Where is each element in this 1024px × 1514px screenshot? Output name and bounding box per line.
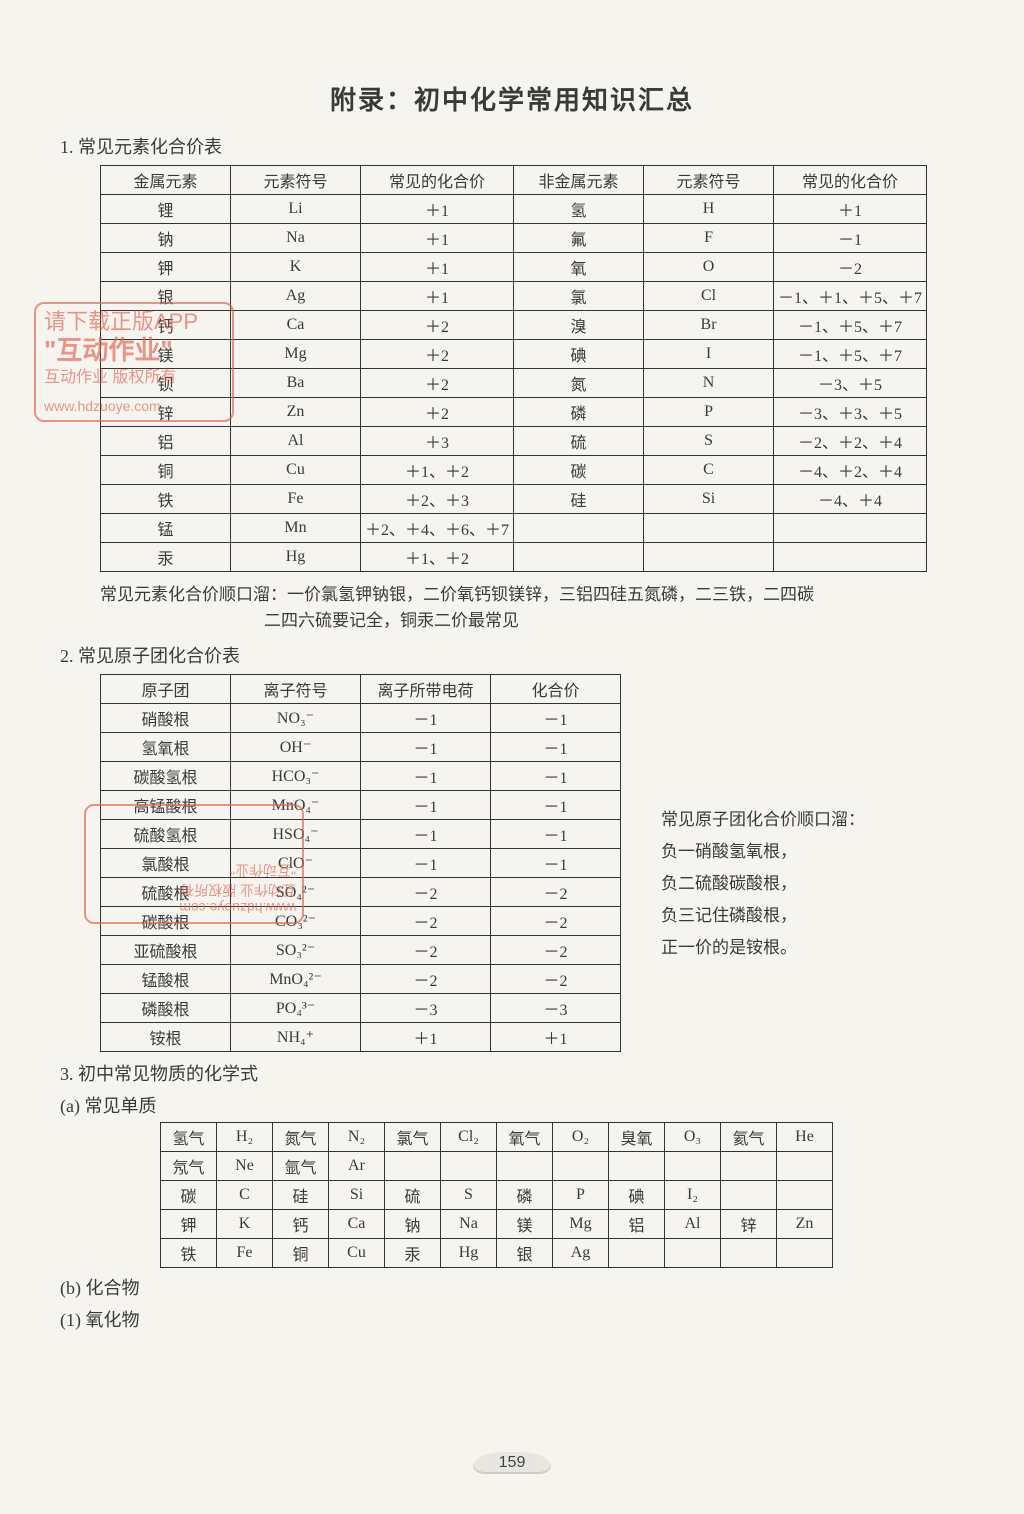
mnemonic-line: 负二硫酸碳酸根， [661, 868, 865, 900]
table-row: 氢气H₂氮气N₂氯气Cl₂氧气O₂臭氧O₃氦气He [161, 1123, 833, 1152]
th: 离子所带电荷 [361, 675, 491, 704]
stamp-line: 互动作业 版权所有 [92, 880, 296, 900]
stamp-line: www.hdzuoye.com [92, 900, 296, 916]
page-number: 159 [473, 1452, 552, 1474]
mnemonic-line: 常见原子团化合价顺口溜： [661, 804, 865, 836]
th: 非金属元素 [514, 166, 644, 195]
stamp-line: www.hdzuoye.com [44, 392, 224, 420]
page: 附录：初中化学常用知识汇总 1. 常见元素化合价表 金属元素 元素符号 常见的化… [0, 0, 1024, 1514]
table-row: 硝酸根NO₃⁻－1－1 [101, 704, 621, 733]
page-number-wrap: 159 [0, 1452, 1024, 1474]
table-row: 锂Li＋1氢H＋1 [101, 195, 927, 224]
table-row: 铁Fe铜Cu汞Hg银Ag [161, 1239, 833, 1268]
table-row: 锰Mn＋2、＋4、＋6、＋7 [101, 514, 927, 543]
section3b-heading: (b) 化合物 [60, 1274, 964, 1300]
stamp-line: 请下载正版APP [44, 308, 224, 336]
mnemonic-line: 二四六硫要记全，铜汞二价最常见 [264, 608, 964, 634]
watermark-stamp-flipped: www.hdzuoye.com 互动作业 版权所有 "互动作业" [84, 804, 304, 924]
table-row: 钾K＋1氧O－2 [101, 253, 927, 282]
page-title: 附录：初中化学常用知识汇总 [60, 80, 964, 117]
th: 元素符号 [644, 166, 774, 195]
table-row: 锰酸根MnO₄²⁻－2－2 [101, 965, 621, 994]
table-row: 汞Hg＋1、＋2 [101, 543, 927, 572]
table-row: 氖气Ne氩气Ar [161, 1152, 833, 1181]
table-row: 铝Al＋3硫S－2、＋2、＋4 [101, 427, 927, 456]
side-mnemonic: 常见原子团化合价顺口溜： 负一硝酸氢氧根， 负二硫酸碳酸根， 负三记住磷酸根， … [661, 804, 865, 964]
table-header-row: 原子团 离子符号 离子所带电荷 化合价 [101, 675, 621, 704]
table-row: 铁Fe＋2、＋3硅Si－4、＋4 [101, 485, 927, 514]
table-row: 氢氧根OH⁻－1－1 [101, 733, 621, 762]
watermark-stamp: 请下载正版APP "互动作业" 互动作业 版权所有 www.hdzuoye.co… [34, 302, 234, 422]
th: 金属元素 [101, 166, 231, 195]
table-row: 磷酸根PO₄³⁻－3－3 [101, 994, 621, 1023]
element-formula-table: 氢气H₂氮气N₂氯气Cl₂氧气O₂臭氧O₃氦气He 氖气Ne氩气Ar 碳C硅Si… [160, 1122, 833, 1268]
section1-heading: 1. 常见元素化合价表 [60, 133, 964, 159]
mnemonic-line: 正一价的是铵根。 [661, 932, 865, 964]
section2-heading: 2. 常见原子团化合价表 [60, 642, 964, 668]
th: 化合价 [491, 675, 621, 704]
table-row: 铜Cu＋1、＋2碳C－4、＋2、＋4 [101, 456, 927, 485]
th: 离子符号 [231, 675, 361, 704]
mnemonic-line: 常见元素化合价顺口溜：一价氯氢钾钠银，二价氧钙钡镁锌，三铝四硅五氮磷，二三铁，二… [100, 582, 964, 608]
table-row: 钠Na＋1氟F－1 [101, 224, 927, 253]
th: 常见的化合价 [774, 166, 927, 195]
th: 原子团 [101, 675, 231, 704]
stamp-line: 互动作业 版权所有 [44, 364, 224, 392]
th: 常见的化合价 [361, 166, 514, 195]
stamp-line: "互动作业" [44, 336, 224, 364]
section3b1-heading: (1) 氧化物 [60, 1306, 964, 1332]
table-row: 铵根NH₄⁺＋1＋1 [101, 1023, 621, 1052]
table-row: 碳C硅Si硫S磷P碘I₂ [161, 1181, 833, 1210]
table-row: 钾K钙Ca钠Na镁Mg铝Al锌Zn [161, 1210, 833, 1239]
table-row: 碳酸氢根HCO₃⁻－1－1 [101, 762, 621, 791]
table-row: 亚硫酸根SO₃²⁻－2－2 [101, 936, 621, 965]
table-header-row: 金属元素 元素符号 常见的化合价 非金属元素 元素符号 常见的化合价 [101, 166, 927, 195]
th: 元素符号 [231, 166, 361, 195]
mnemonic-1: 常见元素化合价顺口溜：一价氯氢钾钠银，二价氧钙钡镁锌，三铝四硅五氮磷，二三铁，二… [100, 582, 964, 634]
section3-heading: 3. 初中常见物质的化学式 [60, 1060, 964, 1086]
mnemonic-line: 负三记住磷酸根， [661, 900, 865, 932]
stamp-line: "互动作业" [92, 860, 296, 880]
mnemonic-line: 负一硝酸氢氧根， [661, 836, 865, 868]
section3a-heading: (a) 常见单质 [60, 1092, 964, 1118]
